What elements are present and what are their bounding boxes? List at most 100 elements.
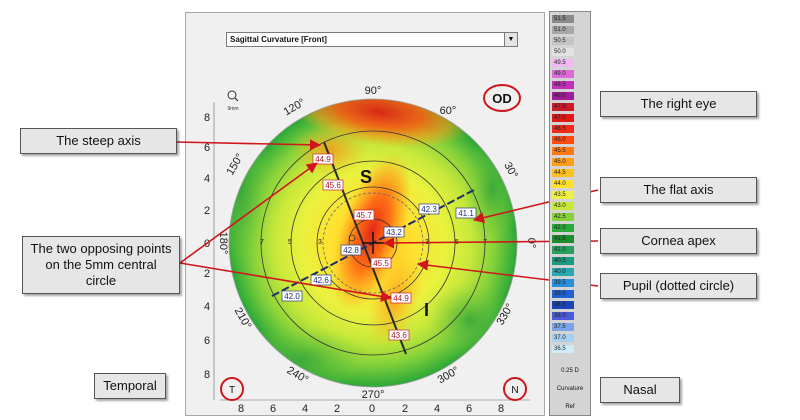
callout-cornea-apex: Cornea apex — [600, 228, 757, 254]
magnifier-icon[interactable] — [227, 90, 239, 102]
sector-label-superior: S — [360, 167, 372, 187]
x-tick-label: 0 — [369, 403, 375, 415]
scale-ref-note: Ref — [565, 404, 575, 410]
scale-step-note: 0.25 D — [561, 368, 579, 374]
scale-swatch: 41.0 — [552, 246, 574, 254]
nasal-ring — [503, 377, 527, 401]
x-tick-label: 2 — [334, 403, 340, 415]
callout-pupil-text: Pupil (dotted circle) — [622, 278, 735, 293]
scale-swatch: 42.0 — [552, 224, 574, 232]
scale-swatch: 42.5 — [552, 213, 574, 221]
angle-label-30: 30° — [501, 160, 520, 180]
scale-swatch: 48.5 — [552, 81, 574, 89]
scale-swatch: 36.5 — [552, 345, 574, 353]
map-outline — [228, 98, 518, 388]
value-tag-left-outer: 42.0 — [281, 290, 303, 302]
svg-text:45.6: 45.6 — [325, 181, 341, 190]
map-type-dropdown[interactable]: Sagittal Curvature [Front] ▼ — [226, 32, 518, 47]
x-tick-label: 6 — [466, 403, 472, 415]
value-tag-center-right: 43.2 — [383, 226, 405, 238]
angle-label-270: 270° — [362, 389, 385, 401]
value-tag-lower-inner: 45.5 — [370, 257, 392, 269]
temporal-marker: T — [229, 385, 235, 396]
scale-swatch: 49.0 — [552, 70, 574, 78]
svg-text:42.6: 42.6 — [313, 276, 329, 285]
scale-swatch: 37.5 — [552, 323, 574, 331]
svg-text:43.6: 43.6 — [391, 331, 407, 340]
callout-flat-axis-text: The flat axis — [643, 182, 714, 197]
angle-label-0: 0° — [525, 238, 537, 249]
svg-text:43.2: 43.2 — [386, 228, 402, 237]
scale-swatch: 51.0 — [552, 26, 574, 34]
sector-label-inferior: I — [424, 300, 429, 320]
scale-swatch: 43.0 — [552, 202, 574, 210]
scale-swatch: 38.5 — [552, 301, 574, 309]
value-tag-upper-inner: 45.7 — [353, 209, 375, 221]
svg-text:45.5: 45.5 — [373, 259, 389, 268]
scale-swatch: 38.0 — [552, 312, 574, 320]
x-tick-label: 4 — [434, 403, 440, 415]
scale-swatch: 44.0 — [552, 180, 574, 188]
scale-swatch: 49.5 — [552, 59, 574, 67]
callout-right-eye-text: The right eye — [640, 96, 717, 111]
ring-tick-7-left: 7 — [260, 239, 264, 246]
scale-swatch: 50.0 — [552, 48, 574, 56]
angle-label-120: 120° — [282, 97, 308, 119]
ring-tick-5-left: 5 — [288, 239, 292, 246]
svg-text:44.9: 44.9 — [393, 294, 409, 303]
value-tag-upper-mid: 45.6 — [322, 179, 344, 191]
y-tick-label: 6 — [204, 335, 210, 347]
scale-swatch: 43.5 — [552, 191, 574, 199]
value-tag-center-left: 42.8 — [340, 244, 362, 256]
map-type-label: Sagittal Curvature [Front] — [230, 35, 327, 44]
temporal-ring — [220, 377, 244, 401]
scale-swatch: 47.0 — [552, 114, 574, 122]
angle-label-180: 180° — [217, 232, 229, 255]
callout-cornea-apex-text: Cornea apex — [641, 233, 716, 248]
scale-swatch: 45.0 — [552, 158, 574, 166]
y-tick-label: 4 — [204, 301, 210, 313]
ring-tick-3-left: 3 — [318, 239, 322, 246]
chevron-down-icon[interactable]: ▼ — [504, 33, 517, 46]
x-tick-label: 8 — [238, 403, 244, 415]
x-tick-label: 8 — [498, 403, 504, 415]
x-axis-ticks: 8 6 4 2 0 2 4 6 8 — [238, 403, 504, 415]
svg-text:42.8: 42.8 — [343, 246, 359, 255]
scale-swatch: 39.5 — [552, 279, 574, 287]
value-tag-flat-outer: 41.1 — [455, 207, 477, 219]
scale-swatch: 48.0 — [552, 92, 574, 100]
svg-text:41.1: 41.1 — [458, 209, 474, 218]
value-tag-left-mid: 42.6 — [310, 274, 332, 286]
apex-marker-circle — [348, 234, 356, 242]
arrow-steep-axis — [175, 139, 322, 151]
y-tick-label: 2 — [204, 205, 210, 217]
callout-steep-axis: The steep axis — [20, 128, 177, 154]
callout-nasal-text: Nasal — [623, 382, 657, 397]
scale-swatch: 40.0 — [552, 268, 574, 276]
angle-label-60: 60° — [440, 105, 457, 117]
svg-text:42.3: 42.3 — [421, 205, 437, 214]
callout-right-eye: The right eye — [600, 91, 757, 117]
scale-swatch: 45.5 — [552, 147, 574, 155]
arrow-opposing-lower — [179, 262, 393, 302]
scale-swatch: 50.5 — [552, 37, 574, 45]
y-tick-label: 2 — [204, 268, 210, 280]
nasal-marker: N — [511, 385, 518, 396]
scale-swatch: 51.5 — [552, 15, 574, 23]
scale-swatch: 40.5 — [552, 257, 574, 265]
callout-steep-axis-text: The steep axis — [56, 133, 141, 148]
svg-text:45.7: 45.7 — [356, 211, 372, 220]
y-tick-label: 4 — [204, 173, 210, 185]
scale-swatch: 47.5 — [552, 103, 574, 111]
angle-label-150: 150° — [225, 152, 247, 178]
callout-opposing-points: The two opposing points on the 5mm centr… — [22, 236, 180, 294]
callout-temporal: Temporal — [94, 373, 166, 399]
y-tick-label: 6 — [204, 142, 210, 154]
svg-text:42.0: 42.0 — [284, 292, 300, 301]
colour-scale: 51.5 51.0 50.5 50.0 49.5 49.0 48.5 48.0 47.5 47.0… — [549, 11, 591, 416]
x-tick-label: 4 — [302, 403, 308, 415]
scale-swatch: 41.5 — [552, 235, 574, 243]
callout-temporal-text: Temporal — [103, 378, 157, 393]
